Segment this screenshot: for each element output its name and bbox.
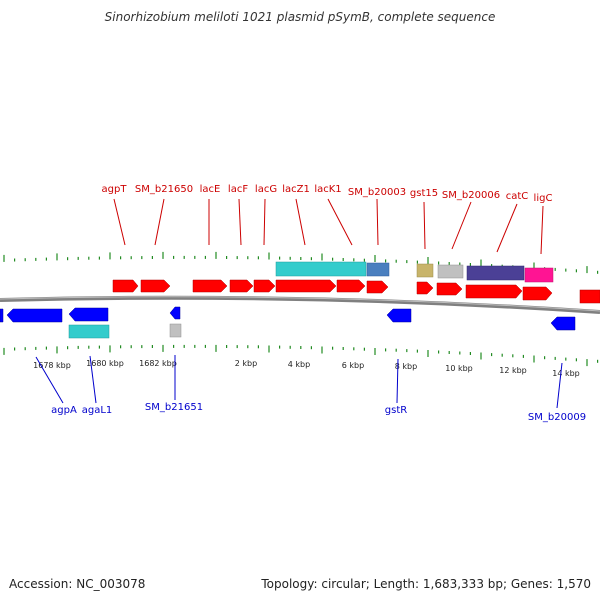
- gene-lacE-arrow[interactable]: [192, 279, 228, 293]
- label-agaL1[interactable]: agaL1: [82, 405, 113, 416]
- gene-catC-arrow[interactable]: [465, 284, 523, 299]
- genome-backbone-highlight: [0, 296, 600, 312]
- accession-label: Accession: NC_003078: [9, 577, 146, 591]
- gene-SM_b21651-arrow[interactable]: [169, 306, 181, 320]
- axis-label-10kbp: 10 kbp: [445, 364, 473, 373]
- leader-lacG: [263, 198, 266, 246]
- leader-SM_b20003: [376, 198, 379, 246]
- axis-label-1680kbp: 1680 kbp: [86, 359, 124, 368]
- reverse-gene-labels: agpA agaL1 SM_b21651 gstR SM_b20009: [35, 355, 586, 423]
- feature-SM_b20006-region[interactable]: [437, 264, 464, 279]
- feature-catC-region[interactable]: [466, 265, 525, 281]
- label-agpA[interactable]: agpA: [51, 405, 77, 416]
- leader-lacF: [238, 198, 242, 246]
- label-lacF[interactable]: lacF: [228, 184, 248, 195]
- axis-label-2kbp: 2 kbp: [235, 359, 257, 368]
- map-title: Sinorhizobium meliloti 1021 plasmid pSym…: [104, 10, 496, 24]
- leader-ligC: [540, 205, 544, 255]
- gene-lacZ1-arrow[interactable]: [275, 279, 337, 293]
- reverse-strand-features: [0, 306, 576, 339]
- gene-lacF-arrow[interactable]: [229, 279, 254, 293]
- genome-backbone: [0, 295, 600, 314]
- gene-lacG-arrow[interactable]: [253, 279, 276, 293]
- gene-agpA-partial-arrow[interactable]: [0, 308, 4, 323]
- axis-labels: 1678 kbp 1680 kbp 1682 kbp 2 kbp 4 kbp 6…: [33, 359, 580, 378]
- label-SM_b20006[interactable]: SM_b20006: [442, 190, 500, 201]
- label-gst15[interactable]: gst15: [410, 188, 438, 199]
- label-agpT[interactable]: agpT: [102, 184, 128, 195]
- axis-label-1678kbp: 1678 kbp: [33, 361, 71, 370]
- label-SM_b21650[interactable]: SM_b21650: [135, 184, 193, 195]
- gene-lacK1-arrow[interactable]: [336, 279, 366, 293]
- leader-agpA: [35, 356, 64, 404]
- label-SM_b20003[interactable]: SM_b20003: [348, 187, 406, 198]
- leader-SM_b20009: [556, 362, 563, 409]
- forward-gene-labels: agpT SM_b21650 lacE lacF lacG lacZ1 lacK…: [102, 184, 553, 255]
- label-lacK1[interactable]: lacK1: [314, 184, 341, 195]
- feature-agaL1-region[interactable]: [68, 324, 110, 339]
- leader-lacZ1: [295, 198, 306, 246]
- feature-gst15-region[interactable]: [416, 263, 434, 278]
- axis-label-14kbp: 14 kbp: [552, 369, 580, 378]
- gene-ligC-arrow[interactable]: [522, 286, 553, 301]
- leader-gstR: [396, 358, 399, 404]
- gene-gstR-arrow[interactable]: [386, 308, 412, 323]
- leader-agaL1: [89, 355, 97, 404]
- gene-agaL1-arrow[interactable]: [68, 307, 109, 322]
- label-lacZ1[interactable]: lacZ1: [282, 184, 310, 195]
- leader-catC: [496, 203, 518, 253]
- gene-gst15-arrow[interactable]: [416, 281, 434, 295]
- gene-agpT-arrow[interactable]: [112, 279, 139, 293]
- label-catC[interactable]: catC: [506, 191, 529, 202]
- label-ligC[interactable]: ligC: [534, 193, 553, 204]
- feature-ligC-region[interactable]: [524, 267, 554, 283]
- gene-agpA-arrow[interactable]: [6, 308, 63, 323]
- feature-lacK1-region[interactable]: [366, 262, 390, 277]
- gene-SM_b20003-arrow[interactable]: [366, 280, 389, 294]
- axis-label-6kbp: 6 kbp: [342, 361, 364, 370]
- axis-label-1682kbp: 1682 kbp: [139, 359, 177, 368]
- axis-label-12kbp: 12 kbp: [499, 366, 527, 375]
- topology-summary: Topology: circular; Length: 1,683,333 bp…: [261, 577, 591, 591]
- leader-gst15: [423, 201, 426, 250]
- label-gstR[interactable]: gstR: [385, 405, 407, 416]
- gene-SM_b21650-arrow[interactable]: [140, 279, 171, 293]
- forward-strand-features: [112, 261, 600, 304]
- gene-SM_b20009-arrow[interactable]: [550, 316, 576, 331]
- lower-tick-row: [3, 344, 599, 367]
- label-lacG[interactable]: lacG: [255, 184, 277, 195]
- label-SM_b20009[interactable]: SM_b20009: [528, 412, 586, 423]
- axis-label-8kbp: 8 kbp: [395, 362, 417, 371]
- leader-lacK1: [327, 198, 353, 246]
- leader-SM_b20006: [451, 201, 472, 250]
- label-lacE[interactable]: lacE: [200, 184, 221, 195]
- gene-SM_b20006-arrow[interactable]: [436, 282, 463, 296]
- leader-agpT: [113, 198, 126, 246]
- gene-offscreen-forward[interactable]: [579, 289, 600, 304]
- axis-label-4kbp: 4 kbp: [288, 360, 310, 369]
- upper-tick-row: [3, 251, 599, 274]
- feature-SM_b21651-region[interactable]: [169, 323, 182, 338]
- leader-SM_b21650: [154, 198, 165, 246]
- feature-lacZ1-region[interactable]: [275, 261, 367, 277]
- label-SM_b21651[interactable]: SM_b21651: [145, 402, 203, 413]
